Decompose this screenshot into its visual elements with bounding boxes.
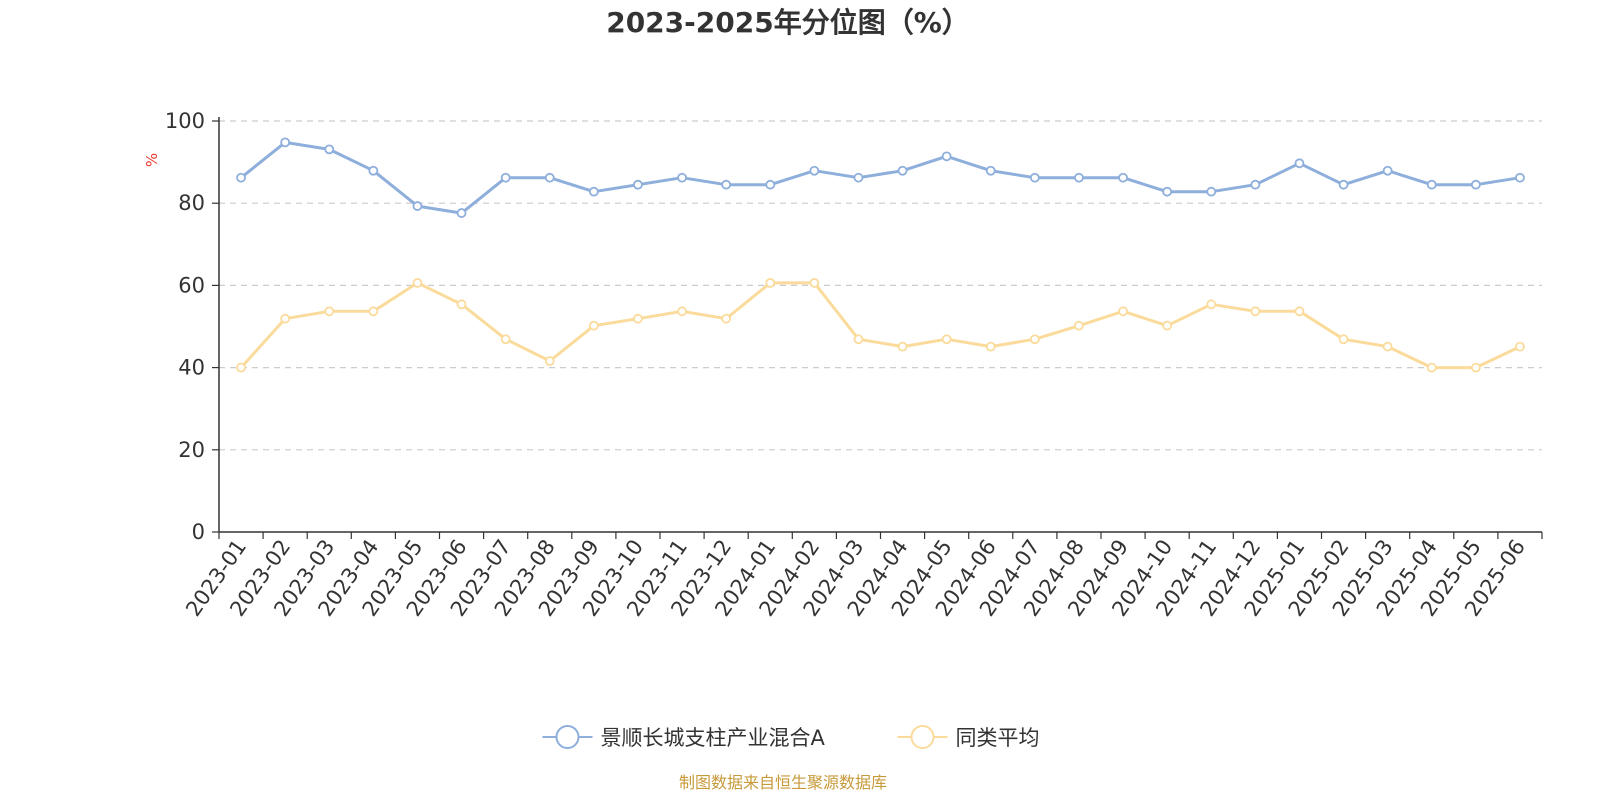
series-1 [236,137,1525,218]
data-point[interactable] [1382,165,1393,176]
data-point[interactable] [1426,362,1437,373]
data-point[interactable] [985,165,996,176]
data-point[interactable] [1382,341,1393,352]
data-point[interactable] [1294,158,1305,169]
legend-item-2[interactable]: 同类平均 [897,725,1040,750]
data-point[interactable] [677,306,687,317]
data-point[interactable] [500,334,511,345]
y-tick-label: 0 [192,520,205,544]
data-point[interactable] [1162,186,1173,197]
data-point[interactable] [456,208,467,218]
data-point[interactable] [1470,362,1481,373]
data-point[interactable] [1515,341,1525,352]
data-point[interactable] [1426,179,1437,190]
series-line [240,140,1521,215]
grid [219,120,1542,451]
series-line [239,281,1521,370]
data-point[interactable] [368,306,379,317]
data-point[interactable] [1206,299,1217,310]
data-point[interactable] [633,179,643,190]
data-point[interactable] [853,172,864,183]
legend-marker-icon [555,725,580,749]
data-point[interactable] [1029,334,1040,345]
data-point[interactable] [544,172,555,183]
y-axis-unit: % [143,153,161,167]
data-point[interactable] [941,151,952,162]
data-point[interactable] [1206,186,1217,197]
series-layer [236,137,1525,373]
y-tick-label: 20 [178,438,205,462]
data-point[interactable] [897,165,908,176]
data-point[interactable] [1074,172,1084,183]
data-point[interactable] [677,172,687,183]
y-tick-label: 60 [178,273,205,297]
data-point[interactable] [236,362,246,373]
data-point[interactable] [280,137,291,148]
data-point[interactable] [1250,306,1261,317]
data-point[interactable] [809,278,820,288]
data-point[interactable] [324,306,335,317]
data-point[interactable] [1294,306,1305,317]
data-point[interactable] [765,278,776,288]
data-point[interactable] [1338,334,1349,345]
data-point[interactable] [1118,172,1128,183]
legend[interactable]: 景顺长城支柱产业混合A 同类平均 [542,725,1040,750]
data-point[interactable] [1470,179,1481,190]
data-point[interactable] [1338,179,1349,190]
y-tick-label: 80 [178,191,205,215]
data-point[interactable] [1250,179,1261,190]
data-point[interactable] [809,165,820,176]
data-point[interactable] [941,334,952,345]
data-point[interactable] [1118,306,1128,317]
data-point[interactable] [500,172,511,183]
data-point[interactable] [721,313,732,324]
source-note: 制图数据来自恒生聚源数据库 [679,773,887,792]
data-point[interactable] [236,172,246,183]
data-point[interactable] [412,201,423,211]
data-point[interactable] [544,356,555,366]
legend-item-1[interactable]: 景顺长城支柱产业混合A [542,725,826,750]
data-point[interactable] [1074,320,1084,331]
data-point[interactable] [721,179,732,190]
axes: 0204060801002023-012023-022023-032023-04… [165,109,1543,621]
data-point[interactable] [1162,320,1173,331]
data-point[interactable] [1029,172,1040,183]
data-point[interactable] [1515,172,1525,183]
chart-title: 2023-2025年分位图（%） [606,6,970,39]
data-point[interactable] [985,341,996,352]
data-point[interactable] [633,313,643,324]
y-tick-label: 100 [165,109,205,133]
data-point[interactable] [324,144,335,155]
data-point[interactable] [588,186,599,197]
legend-label: 同类平均 [956,726,1040,750]
legend-marker-icon [910,725,935,749]
legend-label: 景顺长城支柱产业混合A [601,726,826,750]
data-point[interactable] [853,334,864,345]
y-tick-label: 40 [178,356,205,380]
data-point[interactable] [897,341,908,352]
data-point[interactable] [280,313,291,324]
series-2 [236,278,1525,373]
data-point[interactable] [456,299,467,310]
data-point[interactable] [412,278,423,288]
data-point[interactable] [368,165,379,176]
data-point[interactable] [765,179,776,190]
data-point[interactable] [588,320,599,331]
